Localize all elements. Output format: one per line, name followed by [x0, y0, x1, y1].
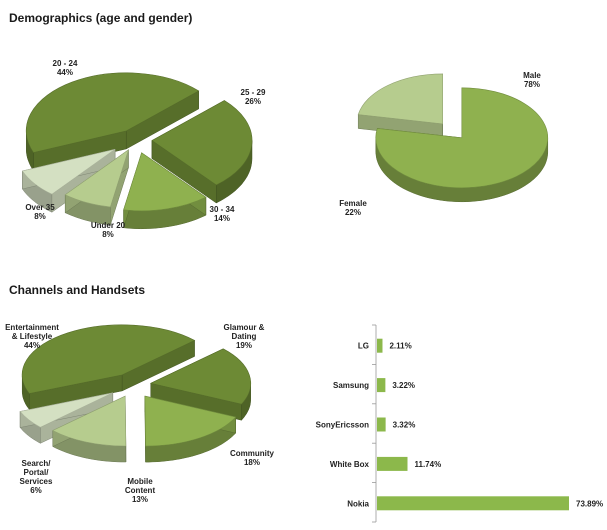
bar-sonyericsson	[377, 417, 386, 432]
age-pie-label-3: Under 20 8%	[91, 221, 126, 239]
bar-value-label: 3.32%	[393, 421, 416, 430]
bar-value-label: 2.11%	[389, 342, 411, 351]
bar-white-box	[377, 456, 408, 471]
bar-value-label: 73.89%	[576, 499, 603, 508]
channel-pie-label-1: Glamour & Dating 19%	[224, 323, 265, 350]
age-pie-slice-2	[123, 152, 207, 230]
age-pie-label-4: Over 35 8%	[25, 203, 55, 221]
channel-pie-label-0: Entertainment & Lifestyle 44%	[5, 323, 59, 350]
channel-pie-label-2: Community 18%	[230, 449, 275, 467]
bar-value-label: 3.22%	[392, 381, 415, 390]
demographics-title: Demographics (age and gender)	[9, 11, 193, 25]
gender-pie-label-0: Male 78%	[523, 71, 541, 89]
channel-pie-slice-0	[21, 324, 196, 411]
age-pie-label-2: 30 - 34 14%	[210, 205, 235, 223]
channel-pie-slice-3	[52, 395, 127, 463]
bar-category-label: Nokia	[347, 499, 369, 508]
channel-pie-slice-4	[19, 392, 114, 444]
bar-samsung	[377, 378, 386, 393]
bar-category-label: LG	[358, 342, 369, 351]
bar-category-label: White Box	[330, 460, 370, 469]
channel-pie-slice-1	[149, 348, 251, 421]
age-pie-label-1: 25 - 29 26%	[241, 88, 266, 106]
channel-pie-label-3: Mobile Content 13%	[125, 477, 156, 504]
channel-pie-slice-2	[144, 395, 237, 463]
age-pie-slice-0	[25, 72, 200, 172]
gender-pie-label-1: Female 22%	[339, 199, 367, 217]
age-pie-slice-1	[151, 100, 253, 204]
age-pie-slice-3	[64, 149, 130, 226]
channel-pie-label-4: Search/Portal/Services 6%	[20, 459, 53, 495]
bar-nokia	[377, 496, 569, 511]
bar-value-label: 11.74%	[415, 460, 442, 469]
bar-lg	[377, 338, 383, 353]
age-pie-label-0: 20 - 24 44%	[53, 59, 78, 77]
channels-title: Channels and Handsets	[9, 283, 146, 297]
gender-pie-slice-0	[375, 87, 549, 203]
bar-category-label: SonyEricsson	[316, 421, 369, 430]
gender-pie-slice-1	[357, 73, 444, 139]
bar-category-label: Samsung	[333, 381, 369, 390]
